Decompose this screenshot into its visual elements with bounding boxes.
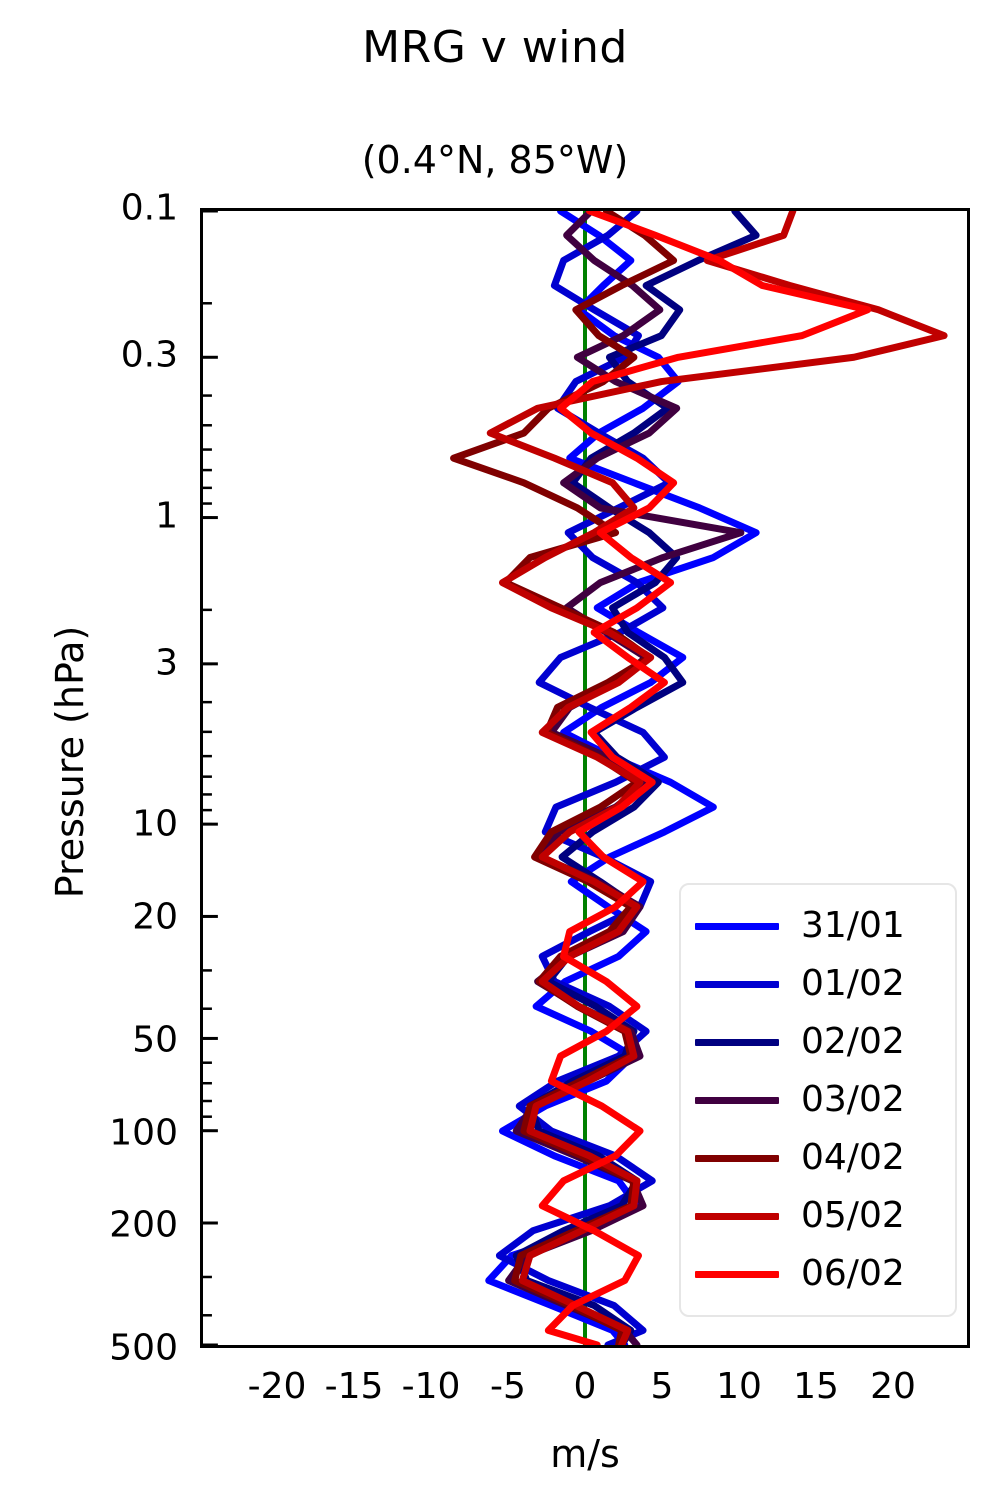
chart-title: MRG v wind [362,22,628,73]
legend-color-swatch [695,980,779,988]
legend-item-label: 06/02 [801,1253,905,1294]
legend-item-label: 31/01 [801,905,905,946]
profile-lines-svg [203,211,967,1345]
x-tick-label: 20 [870,1366,916,1407]
legend-item-label: 04/02 [801,1137,905,1178]
x-tick-label: 0 [573,1366,597,1407]
legend-item-31-01[interactable]: 31/01 [695,897,945,955]
legend-item-04-02[interactable]: 04/02 [695,1129,945,1187]
x-tick-label: -15 [324,1366,384,1407]
plot-area [200,208,970,1348]
x-tick-label: -10 [401,1366,461,1407]
legend-color-swatch [695,1212,779,1220]
x-tick-label: 10 [716,1366,762,1407]
y-tick-label: 1 [155,495,178,537]
y-tick-label: 10 [132,803,178,845]
legend: 31/01 01/02 02/02 03/02 04/02 05/02 06/02 [679,883,957,1317]
y-tick-label: 200 [109,1204,178,1246]
y-tick-label: 50 [132,1019,178,1061]
y-tick-label: 500 [109,1327,178,1369]
legend-item-05-02[interactable]: 05/02 [695,1187,945,1245]
x-tick-label: -20 [247,1366,307,1407]
legend-item-06-02[interactable]: 06/02 [695,1245,945,1303]
legend-color-swatch [695,1096,779,1104]
y-tick-label: 20 [132,896,178,938]
legend-color-swatch [695,1270,779,1278]
legend-color-swatch [695,922,779,930]
legend-item-03-02[interactable]: 03/02 [695,1071,945,1129]
x-axis-label: m/s [550,1432,620,1476]
x-tick-label: 15 [793,1366,839,1407]
legend-item-label: 05/02 [801,1195,905,1236]
y-tick-label: 0.1 [120,187,178,229]
chart-subtitle: (0.4°N, 85°W) [361,138,629,182]
y-tick-label: 100 [109,1112,178,1154]
legend-color-swatch [695,1154,779,1162]
legend-item-label: 01/02 [801,963,905,1004]
x-tick-label: -5 [490,1366,526,1407]
x-tick-label: 5 [650,1366,674,1407]
profile-line-06-02 [542,211,867,1345]
legend-item-label: 03/02 [801,1079,905,1120]
legend-item-02-02[interactable]: 02/02 [695,1013,945,1071]
legend-item-label: 02/02 [801,1021,905,1062]
y-tick-label: 0.3 [120,334,178,376]
legend-color-swatch [695,1038,779,1046]
axis-ticks [203,211,218,1345]
y-tick-label: 3 [155,642,178,684]
legend-item-01-02[interactable]: 01/02 [695,955,945,1013]
y-axis-label: Pressure (hPa) [48,625,92,899]
